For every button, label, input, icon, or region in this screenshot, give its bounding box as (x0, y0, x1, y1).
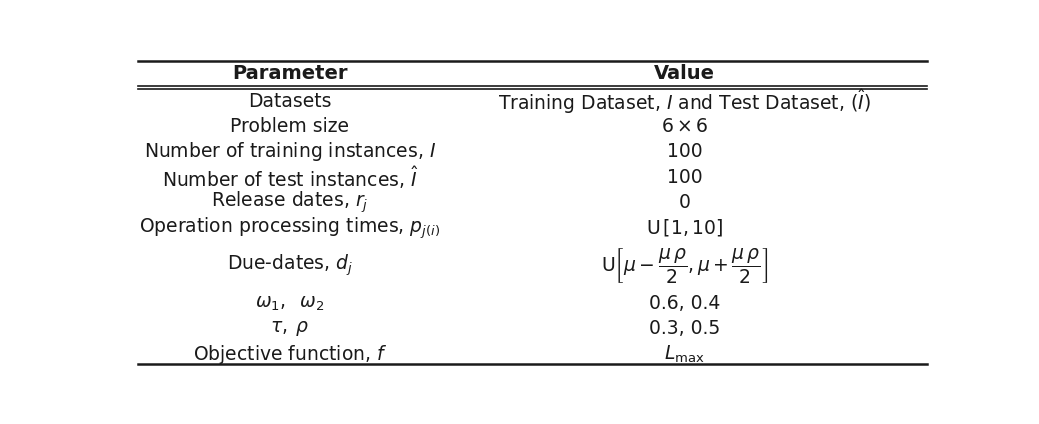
Text: $\mathrm{U}\,[1, 10]$: $\mathrm{U}\,[1, 10]$ (646, 217, 723, 238)
Text: Parameter: Parameter (232, 64, 348, 83)
Text: 0.6, 0.4: 0.6, 0.4 (648, 294, 720, 313)
Text: $\tau, \; \rho$: $\tau, \; \rho$ (270, 319, 310, 338)
Text: Number of test instances, $\hat{I}$: Number of test instances, $\hat{I}$ (161, 164, 418, 190)
Text: Value: Value (654, 64, 715, 83)
Text: 0: 0 (678, 193, 690, 212)
Text: Operation processing times, $p_{j(i)}$: Operation processing times, $p_{j(i)}$ (139, 215, 441, 240)
Text: Training Dataset, $I$ and Test Dataset, ($\hat{I}$): Training Dataset, $I$ and Test Dataset, … (498, 87, 871, 116)
Text: Objective function, $f$: Objective function, $f$ (192, 343, 387, 366)
Text: Datasets: Datasets (248, 92, 331, 111)
Text: $\omega_1, \;\; \omega_2$: $\omega_1, \;\; \omega_2$ (256, 294, 324, 313)
Text: Due-dates, $d_j$: Due-dates, $d_j$ (227, 253, 353, 279)
Text: Release dates, $r_j$: Release dates, $r_j$ (211, 190, 369, 215)
Text: $6 \times 6$: $6 \times 6$ (661, 117, 709, 136)
Text: Problem size: Problem size (231, 117, 349, 136)
Text: $\mathrm{U}\left[\mu - \dfrac{\mu\,\rho}{2},\mu + \dfrac{\mu\,\rho}{2}\right]$: $\mathrm{U}\left[\mu - \dfrac{\mu\,\rho}… (601, 246, 768, 285)
Text: 100: 100 (667, 142, 702, 162)
Text: 100: 100 (667, 167, 702, 187)
Text: Number of training instances, $I$: Number of training instances, $I$ (143, 140, 436, 163)
Text: 0.3, 0.5: 0.3, 0.5 (648, 319, 720, 338)
Text: $L_{\mathrm{max}}$: $L_{\mathrm{max}}$ (664, 343, 704, 365)
